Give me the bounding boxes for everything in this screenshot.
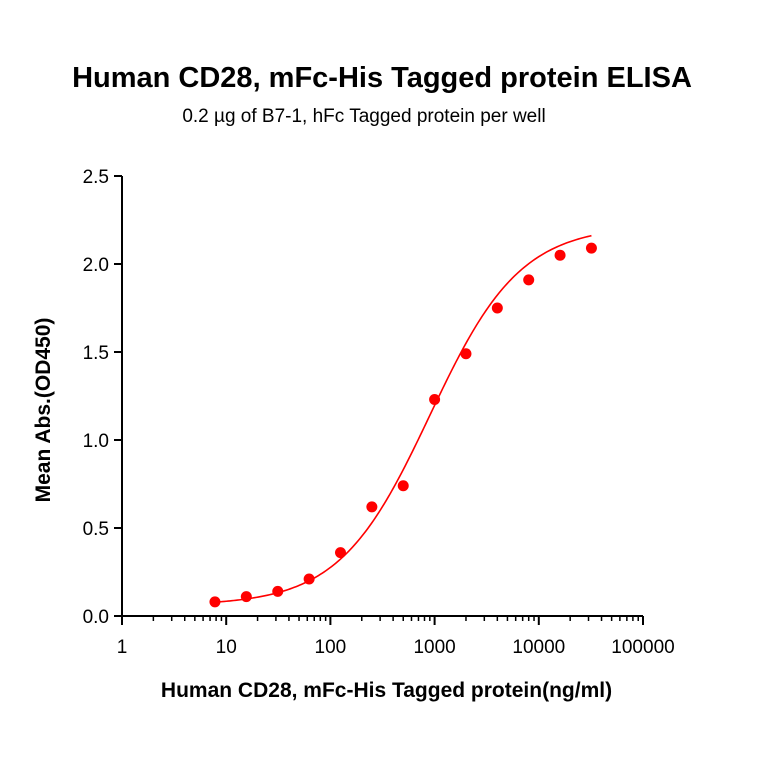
x-tick-label: 10: [216, 637, 237, 658]
data-point: [209, 596, 221, 608]
data-point: [523, 274, 535, 286]
data-point: [272, 585, 284, 597]
x-axis-label: Human CD28, mFc-His Tagged protein(ng/ml…: [161, 679, 612, 702]
data-point: [460, 348, 472, 360]
chart-title: Human CD28, mFc-His Tagged protein ELISA: [72, 62, 692, 94]
data-point: [397, 480, 409, 492]
chart-subtitle: 0.2 µg of B7-1, hFc Tagged protein per w…: [0, 106, 764, 128]
fit-curve: [214, 234, 592, 603]
chart-axes: 0.0 0.5 1.0 1.5 2.0 2.5 1 10 100 1000 10000 100000: [83, 167, 675, 658]
data-point: [491, 302, 503, 314]
y-tick-label: 2.5: [83, 167, 109, 188]
data-points: [209, 242, 597, 608]
data-point: [334, 547, 346, 559]
y-tick-label: 2.0: [83, 255, 109, 276]
data-point: [585, 242, 597, 254]
data-point: [554, 249, 566, 261]
data-point: [240, 591, 252, 603]
x-tick-label: 100000: [611, 637, 674, 658]
y-tick-label: 1.0: [83, 431, 109, 452]
y-tick-label: 0.5: [83, 519, 109, 540]
chart-subtitle-text: 0.2 µg of B7-1, hFc Tagged protein per w…: [182, 106, 546, 127]
data-point: [429, 394, 441, 406]
data-point: [366, 501, 378, 513]
x-tick-label: 1: [117, 637, 128, 658]
y-tick-label: 1.5: [83, 343, 109, 364]
x-tick-label: 1000: [413, 637, 455, 658]
data-point: [303, 573, 315, 585]
x-tick-label: 10000: [512, 637, 565, 658]
y-tick-label: 0.0: [83, 607, 109, 628]
x-tick-label: 100: [315, 637, 347, 658]
y-axis-label: Mean Abs.(OD450): [32, 318, 55, 503]
